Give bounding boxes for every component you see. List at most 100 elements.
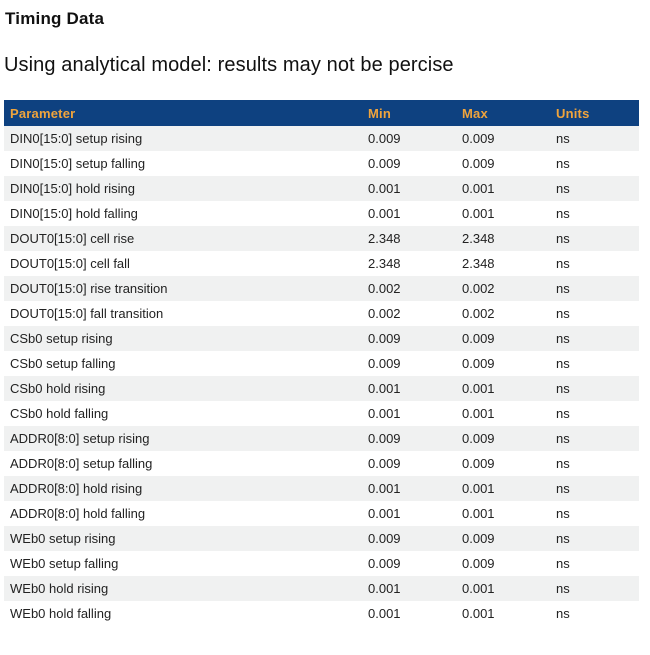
max-cell: 0.001 [462,481,495,496]
units-cell: ns [556,256,570,271]
units-cell: ns [556,456,570,471]
max-cell: 0.001 [462,506,495,521]
max-cell: 0.001 [462,206,495,221]
min-cell: 0.001 [368,381,401,396]
max-cell: 0.009 [462,356,495,371]
table-row: WEb0 setup falling 0.009 0.009 ns [4,551,639,576]
max-cell: 0.001 [462,406,495,421]
table-row: DIN0[15:0] setup rising 0.009 0.009 ns [4,126,639,151]
max-cell: 0.001 [462,606,495,621]
units-cell: ns [556,481,570,496]
table-row: WEb0 setup rising 0.009 0.009 ns [4,526,639,551]
units-cell: ns [556,531,570,546]
min-cell: 2.348 [368,231,401,246]
max-cell: 0.009 [462,556,495,571]
min-cell: 0.001 [368,181,401,196]
parameter-cell: ADDR0[8:0] hold rising [10,481,143,496]
units-cell: ns [556,281,570,296]
timing-table-body: DIN0[15:0] setup rising 0.009 0.009 ns DIN0[… [4,126,639,626]
max-cell: 0.009 [462,431,495,446]
parameter-cell: DIN0[15:0] setup rising [10,131,143,146]
column-header-units: Units [550,100,639,126]
column-header-max: Max [456,100,550,126]
units-cell: ns [556,431,570,446]
table-row: DIN0[15:0] hold rising 0.001 0.001 ns [4,176,639,201]
table-row: CSb0 hold falling 0.001 0.001 ns [4,401,639,426]
max-cell: 0.009 [462,331,495,346]
parameter-cell: DOUT0[15:0] cell rise [10,231,135,246]
max-cell: 0.009 [462,156,495,171]
min-cell: 0.009 [368,356,401,371]
parameter-cell: CSb0 hold falling [10,406,109,421]
min-cell: 0.001 [368,406,401,421]
max-cell: 0.001 [462,381,495,396]
units-cell: ns [556,406,570,421]
page-subtitle: Using analytical model: results may not … [4,54,454,76]
parameter-cell: WEb0 hold rising [10,581,109,596]
min-cell: 0.009 [368,331,401,346]
units-cell: ns [556,206,570,221]
max-cell: 0.002 [462,281,495,296]
units-cell: ns [556,181,570,196]
min-cell: 0.001 [368,481,401,496]
min-cell: 0.001 [368,506,401,521]
units-cell: ns [556,356,570,371]
timing-data-table: Parameter Min Max Units DIN0[15:0] setup… [4,100,639,626]
parameter-cell: CSb0 setup falling [10,356,116,371]
table-row: CSb0 setup falling 0.009 0.009 ns [4,351,639,376]
parameter-cell: ADDR0[8:0] hold falling [10,506,146,521]
parameter-cell: DOUT0[15:0] fall transition [10,306,164,321]
parameter-cell: CSb0 hold rising [10,381,106,396]
parameter-cell: ADDR0[8:0] setup falling [10,456,153,471]
min-cell: 0.009 [368,431,401,446]
max-cell: 0.001 [462,581,495,596]
table-row: DOUT0[15:0] fall transition 0.002 0.002 ns [4,301,639,326]
units-cell: ns [556,581,570,596]
parameter-cell: WEb0 hold falling [10,606,112,621]
min-cell: 0.002 [368,306,401,321]
table-row: DOUT0[15:0] rise transition 0.002 0.002 ns [4,276,639,301]
table-row: ADDR0[8:0] hold rising 0.001 0.001 ns [4,476,639,501]
min-cell: 0.009 [368,456,401,471]
min-cell: 0.001 [368,581,401,596]
min-cell: 0.001 [368,206,401,221]
column-header-parameter: Parameter [4,100,362,126]
parameter-cell: DIN0[15:0] hold rising [10,181,136,196]
units-cell: ns [556,231,570,246]
page-title: Timing Data [5,9,105,28]
max-cell: 0.001 [462,181,495,196]
table-row: DOUT0[15:0] cell fall 2.348 2.348 ns [4,251,639,276]
parameter-cell: DIN0[15:0] hold falling [10,206,138,221]
min-cell: 2.348 [368,256,401,271]
units-cell: ns [556,381,570,396]
column-header-min: Min [362,100,456,126]
max-cell: 0.009 [462,531,495,546]
max-cell: 0.002 [462,306,495,321]
table-row: DOUT0[15:0] cell rise 2.348 2.348 ns [4,226,639,251]
parameter-cell: WEb0 setup rising [10,531,116,546]
min-cell: 0.009 [368,156,401,171]
min-cell: 0.001 [368,606,401,621]
units-cell: ns [556,606,570,621]
table-row: ADDR0[8:0] setup falling 0.009 0.009 ns [4,451,639,476]
table-row: CSb0 setup rising 0.009 0.009 ns [4,326,639,351]
table-row: ADDR0[8:0] hold falling 0.001 0.001 ns [4,501,639,526]
max-cell: 2.348 [462,231,495,246]
units-cell: ns [556,156,570,171]
min-cell: 0.009 [368,556,401,571]
table-row: DIN0[15:0] setup falling 0.009 0.009 ns [4,151,639,176]
min-cell: 0.002 [368,281,401,296]
table-row: ADDR0[8:0] setup rising 0.009 0.009 ns [4,426,639,451]
parameter-cell: CSb0 setup rising [10,331,113,346]
max-cell: 2.348 [462,256,495,271]
parameter-cell: DOUT0[15:0] cell fall [10,256,130,271]
parameter-cell: WEb0 setup falling [10,556,119,571]
units-cell: ns [556,131,570,146]
parameter-cell: DOUT0[15:0] rise transition [10,281,168,296]
max-cell: 0.009 [462,456,495,471]
parameter-cell: ADDR0[8:0] setup rising [10,431,150,446]
min-cell: 0.009 [368,531,401,546]
table-row: WEb0 hold falling 0.001 0.001 ns [4,601,639,626]
units-cell: ns [556,556,570,571]
min-cell: 0.009 [368,131,401,146]
